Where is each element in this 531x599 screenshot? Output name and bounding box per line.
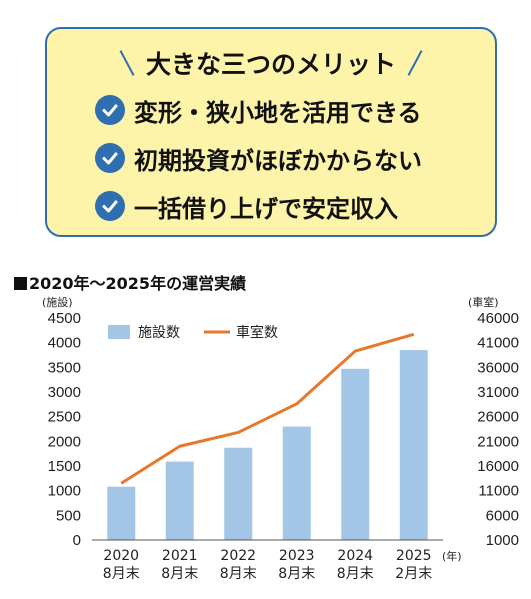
bar-facilities: [282, 426, 311, 540]
merit-text: 初期投資がほぼかからない: [134, 146, 422, 175]
x-tick-sublabel: 8月末: [278, 566, 315, 582]
left-tick-label: 4000: [48, 335, 81, 352]
right-tick-label: 41000: [477, 335, 519, 352]
right-tick-label: 21000: [477, 433, 519, 450]
bar-facilities: [165, 461, 194, 540]
x-tick-sublabel: 8月末: [337, 566, 374, 582]
check-icon: [95, 191, 125, 221]
right-tick-label: 36000: [477, 359, 519, 376]
legend-swatch-facilities: [108, 325, 130, 339]
x-tick-sublabel: 2月末: [395, 566, 432, 582]
left-tick-label: 500: [56, 507, 81, 524]
x-tick-sublabel: 8月末: [161, 566, 198, 582]
bar-facilities: [224, 447, 253, 540]
axis-layer: (施設) (車室) 0 500 1000 1500 2000 2500 3000 3500 4000…: [42, 295, 519, 582]
chart-title-text: 2020年〜2025年の運営実績: [29, 274, 247, 293]
left-axis-unit: (施設): [42, 295, 73, 309]
x-tick-label: 2021: [162, 548, 198, 564]
x-tick-sublabel: 8月末: [103, 566, 140, 582]
bar-facilities: [107, 486, 136, 540]
left-tick-label: 4500: [48, 310, 81, 327]
check-icon: [95, 143, 125, 173]
right-tick-label: 16000: [477, 458, 519, 475]
merit-item: 変形・狭小地を活用できる: [95, 92, 422, 128]
chart-title: 2020年〜2025年の運営実績: [14, 270, 246, 294]
bar-facilities: [341, 368, 370, 540]
merit-text: 一括借り上げで安定収入: [134, 194, 398, 223]
square-icon: [14, 277, 27, 290]
bar-facilities: [399, 350, 428, 540]
merit-text: 変形・狭小地を活用できる: [134, 98, 422, 127]
merit-item: 初期投資がほぼかからない: [95, 140, 422, 176]
left-tick-label: 3000: [48, 384, 81, 401]
legend-label-spaces: 車室数: [236, 324, 278, 341]
right-tick-label: 46000: [477, 310, 519, 327]
left-tick-label: 2000: [48, 433, 81, 450]
left-tick-label: 0: [73, 532, 81, 549]
x-tick-sublabel: 8月末: [220, 566, 257, 582]
merits-title-row: 大きな三つのメリット: [47, 45, 495, 81]
x-tick-label: 2020: [103, 548, 139, 564]
line-spaces: [120, 332, 415, 485]
left-tick-label: 2500: [48, 409, 81, 426]
x-tick-label: 2025: [396, 548, 432, 564]
merits-title: 大きな三つのメリット: [145, 50, 396, 79]
left-tick-label: 3500: [48, 359, 81, 376]
left-tick-label: 1000: [48, 483, 81, 500]
x-tick-label: 2023: [279, 548, 315, 564]
right-tick-label: 11000: [478, 483, 519, 500]
right-tick-label: 6000: [486, 507, 519, 524]
x-tick-label: 2024: [337, 548, 373, 564]
line-layer: [120, 332, 415, 485]
legend: 施設数 車室数: [108, 324, 278, 341]
merit-item: 一括借り上げで安定収入: [95, 188, 398, 224]
right-tick-label: 1000: [486, 532, 519, 549]
merits-box: 大きな三つのメリット 変形・狭小地を活用できる 初期投資がほぼかからない 一括借…: [45, 27, 497, 237]
bars-layer: [107, 350, 428, 540]
x-tick-label: 2022: [220, 548, 256, 564]
check-icon: [95, 95, 125, 125]
legend-label-facilities: 施設数: [138, 325, 180, 341]
right-axis-unit: (車室): [468, 295, 499, 309]
left-tick-label: 1500: [48, 458, 81, 475]
x-axis-unit: (年): [442, 549, 462, 563]
right-tick-label: 31000: [477, 384, 519, 401]
right-tick-label: 26000: [477, 409, 519, 426]
